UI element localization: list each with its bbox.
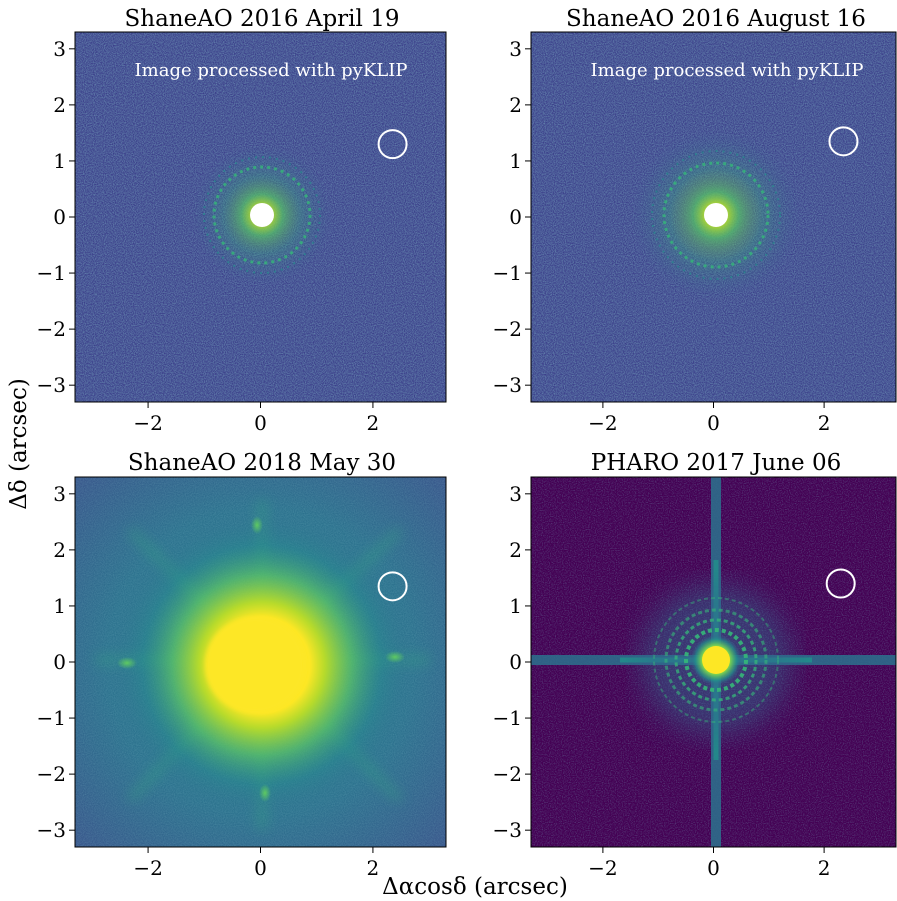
x-tick-label: −2 — [588, 411, 617, 435]
y-tick-label: 1 — [509, 149, 522, 173]
panel-3-image — [531, 477, 896, 847]
y-tick-label: −1 — [37, 261, 66, 285]
y-tick-label: −2 — [493, 317, 522, 341]
companion-circle — [377, 129, 408, 160]
panel-3: PHARO 2017 June 06 −2 0 2 −3 −2 −1 0 1 2 3 — [493, 450, 897, 880]
y-tick-label: −3 — [493, 818, 522, 842]
y-tick-label: −2 — [37, 317, 66, 341]
y-tick-label: 3 — [509, 482, 522, 506]
x-tick-label: 0 — [707, 856, 720, 880]
x-tick-label: −2 — [133, 411, 162, 435]
y-tick-label: −1 — [493, 261, 522, 285]
companion-circle — [828, 126, 859, 157]
panel-0-image — [75, 32, 446, 402]
panel-2: ShaneAO 2018 May 30 −2 0 2 −3 −2 −1 0 1 2 3 — [37, 450, 447, 880]
x-tick-label: 0 — [254, 411, 267, 435]
y-tick-label: −3 — [37, 373, 66, 397]
panel-annotation: Image processed with pyKLIP — [135, 60, 408, 81]
x-tick-label: 2 — [818, 856, 831, 880]
ticks-2: −2 0 2 −3 −2 −1 0 1 2 3 — [37, 482, 380, 880]
panel-2-image — [75, 477, 446, 847]
ticks-3: −2 0 2 −3 −2 −1 0 1 2 3 — [493, 482, 831, 880]
x-tick-label: 0 — [254, 856, 267, 880]
y-tick-label: 0 — [509, 205, 522, 229]
y-tick-label: −2 — [493, 762, 522, 786]
x-tick-label: 2 — [367, 856, 380, 880]
panel-0: ShaneAO 2016 April 19 Image processed wi… — [37, 6, 447, 435]
panel-annotation: Image processed with pyKLIP — [591, 60, 864, 81]
y-tick-label: 3 — [53, 482, 66, 506]
y-tick-label: −1 — [37, 706, 66, 730]
y-tick-label: −3 — [37, 818, 66, 842]
y-tick-label: 0 — [509, 650, 522, 674]
y-tick-label: 3 — [509, 37, 522, 61]
panel-1: ShaneAO 2016 August 16 Image processed w… — [493, 6, 897, 435]
panel-1-image — [531, 32, 896, 402]
y-tick-label: 2 — [53, 538, 66, 562]
central-mask — [704, 203, 728, 227]
y-tick-label: 2 — [53, 93, 66, 117]
x-tick-label: −2 — [588, 856, 617, 880]
y-tick-label: −2 — [37, 762, 66, 786]
y-tick-label: −1 — [493, 706, 522, 730]
y-tick-label: 0 — [53, 205, 66, 229]
companion-circle — [825, 568, 856, 599]
y-tick-label: 1 — [53, 594, 66, 618]
y-tick-label: 0 — [53, 650, 66, 674]
y-tick-label: 2 — [509, 93, 522, 117]
y-tick-label: 1 — [509, 594, 522, 618]
y-axis-label: Δδ (arcsec) — [6, 378, 32, 510]
y-tick-label: −3 — [493, 373, 522, 397]
y-tick-label: 1 — [53, 149, 66, 173]
x-tick-label: 2 — [367, 411, 380, 435]
x-tick-label: 2 — [818, 411, 831, 435]
panel-title: PHARO 2017 June 06 — [591, 450, 842, 476]
ticks-0: −2 0 2 −3 −2 −1 0 1 2 3 — [37, 37, 380, 435]
ticks-1: −2 0 2 −3 −2 −1 0 1 2 3 — [493, 37, 831, 435]
x-tick-label: 0 — [707, 411, 720, 435]
y-tick-label: 3 — [53, 37, 66, 61]
x-axis-label: Δαcosδ (arcsec) — [382, 874, 568, 900]
y-tick-label: 2 — [509, 538, 522, 562]
companion-circle — [377, 571, 408, 602]
central-mask — [250, 203, 274, 227]
panel-title: ShaneAO 2016 April 19 — [125, 6, 400, 32]
panel-title: ShaneAO 2016 August 16 — [566, 6, 866, 32]
x-tick-label: −2 — [133, 856, 162, 880]
panel-title: ShaneAO 2018 May 30 — [128, 450, 396, 476]
